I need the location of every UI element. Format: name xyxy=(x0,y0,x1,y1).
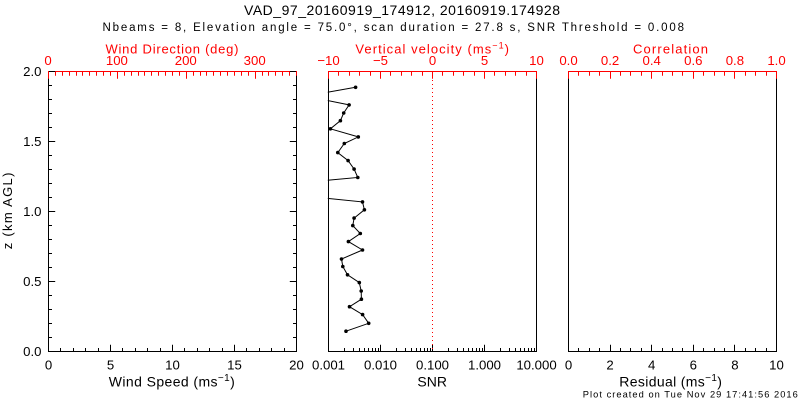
svg-text:6: 6 xyxy=(690,358,697,373)
svg-text:1.0: 1.0 xyxy=(23,204,41,219)
svg-text:10: 10 xyxy=(529,53,544,68)
svg-text:Wind Direction (deg): Wind Direction (deg) xyxy=(106,41,239,56)
svg-text:2: 2 xyxy=(606,358,613,373)
svg-text:0.001: 0.001 xyxy=(312,358,345,373)
svg-text:10: 10 xyxy=(769,358,784,373)
svg-text:0.0: 0.0 xyxy=(559,53,577,68)
svg-text:1.000: 1.000 xyxy=(468,358,501,373)
svg-text:200: 200 xyxy=(175,53,197,68)
svg-text:SNR: SNR xyxy=(417,373,447,389)
svg-text:Nbeams = 8, Elevation angle =: Nbeams = 8, Elevation angle = 75.0°, sca… xyxy=(103,22,685,34)
svg-text:0: 0 xyxy=(429,53,436,68)
svg-text:5: 5 xyxy=(481,53,488,68)
svg-text:8: 8 xyxy=(731,358,738,373)
svg-text:300: 300 xyxy=(244,53,266,68)
svg-text:0: 0 xyxy=(44,53,51,68)
svg-text:VAD_97_20160919_174912, 201609: VAD_97_20160919_174912, 20160919.174928 xyxy=(244,2,560,18)
svg-text:−5: −5 xyxy=(373,53,388,68)
svg-text:0.0: 0.0 xyxy=(23,344,41,359)
svg-text:20: 20 xyxy=(289,358,304,373)
svg-text:−10: −10 xyxy=(317,53,339,68)
svg-text:0: 0 xyxy=(565,358,572,373)
svg-text:2.0: 2.0 xyxy=(23,64,41,79)
svg-text:0: 0 xyxy=(45,358,52,373)
svg-text:Correlation: Correlation xyxy=(633,41,708,56)
svg-text:15: 15 xyxy=(227,358,242,373)
svg-text:1.5: 1.5 xyxy=(23,134,41,149)
svg-text:10: 10 xyxy=(165,358,180,373)
svg-text:Plot created on Tue Nov 29 17:: Plot created on Tue Nov 29 17:41:56 2016 xyxy=(583,389,798,399)
svg-text:10.000: 10.000 xyxy=(516,358,556,373)
svg-text:Wind Speed (ms−1): Wind Speed (ms−1) xyxy=(109,373,235,390)
svg-text:0.4: 0.4 xyxy=(643,53,661,68)
svg-text:Residual (ms−1): Residual (ms−1) xyxy=(619,373,722,390)
svg-text:0.010: 0.010 xyxy=(364,358,397,373)
svg-text:1.0: 1.0 xyxy=(767,53,785,68)
svg-text:z (km AGL): z (km AGL) xyxy=(0,171,15,249)
svg-text:0.5: 0.5 xyxy=(23,274,41,289)
svg-text:4: 4 xyxy=(648,358,655,373)
svg-text:100: 100 xyxy=(106,53,128,68)
svg-text:0.6: 0.6 xyxy=(684,53,702,68)
svg-text:5: 5 xyxy=(107,358,114,373)
svg-text:0.100: 0.100 xyxy=(416,358,449,373)
svg-text:0.8: 0.8 xyxy=(726,53,744,68)
svg-text:0.2: 0.2 xyxy=(601,53,619,68)
svg-text:Vertical velocity (ms−1): Vertical velocity (ms−1) xyxy=(355,40,509,56)
